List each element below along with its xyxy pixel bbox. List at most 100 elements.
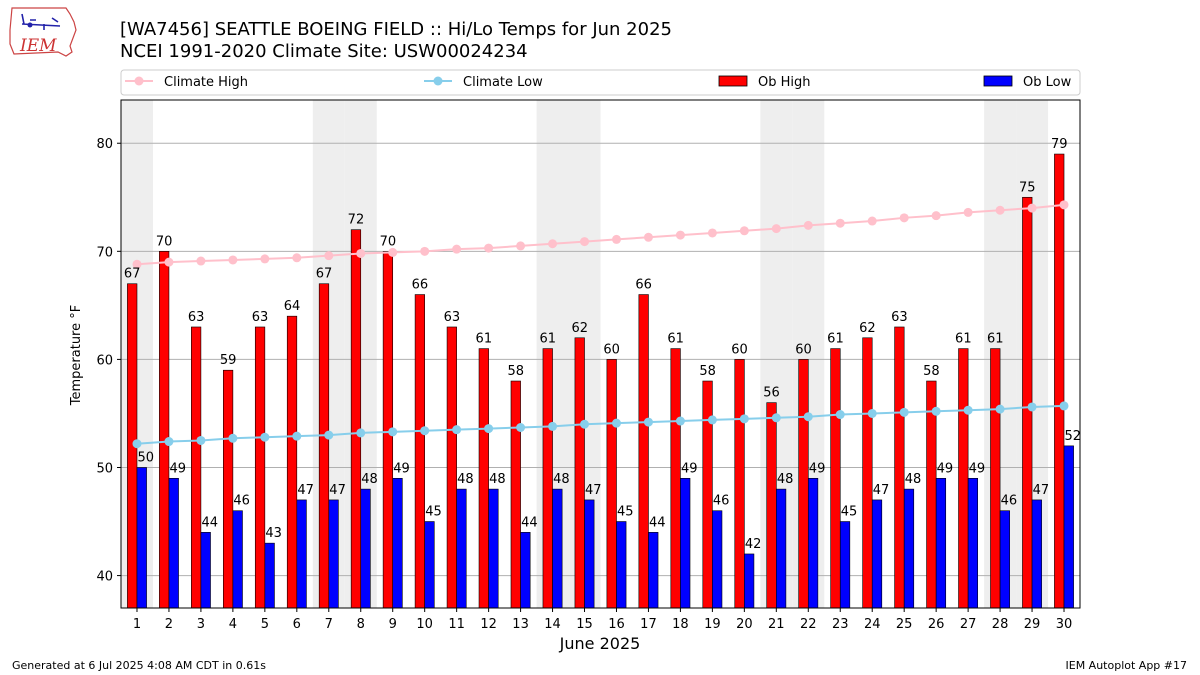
ob-low-value-label-day-14: 48	[553, 472, 570, 487]
chart-title: [WA7456] SEATTLE BOEING FIELD :: Hi/Lo T…	[120, 19, 672, 40]
climate-high-point-day-8	[356, 248, 366, 258]
ob-high-value-label-day-4: 59	[220, 353, 237, 368]
climate-high-point-day-28	[995, 205, 1005, 215]
ob-high-bar-day-15	[574, 337, 585, 609]
climate-low-point-day-2	[164, 437, 174, 447]
ob-low-bar-day-27	[967, 477, 979, 609]
ob-low-bar-day-1	[136, 467, 147, 609]
x-tick-label-19: 19	[704, 617, 721, 632]
ob-high-value-label-day-18: 61	[667, 332, 684, 347]
logo-text: IEM	[19, 36, 57, 56]
x-tick-label-26: 26	[928, 617, 945, 632]
x-tick-label-2: 2	[165, 617, 173, 632]
climate-low-point-day-1	[132, 439, 142, 449]
climate-high-line	[136, 203, 1065, 266]
climate-high-point-day-7	[324, 251, 334, 261]
climate-high-point-day-26	[931, 211, 941, 221]
climate-high-point-day-24	[867, 216, 877, 226]
ob-low-bar-day-2	[168, 477, 179, 609]
legend-climate-low-marker	[433, 76, 443, 86]
x-tick-label-17: 17	[640, 617, 657, 632]
climate-high-point-day-25	[899, 213, 909, 223]
climate-high-point-day-13	[516, 241, 526, 251]
climate-low-point-day-21	[771, 413, 781, 423]
x-tick-label-27: 27	[960, 617, 977, 632]
ob-low-value-label-day-28: 46	[1001, 494, 1018, 509]
ob-low-bar-day-21	[776, 488, 787, 609]
legend-climate-high-marker	[134, 76, 144, 86]
legend-climate-low-label: Climate Low	[463, 75, 543, 90]
ob-high-bar-day-11	[446, 326, 457, 609]
ob-low-bar-day-17	[648, 532, 659, 609]
legend-frame	[120, 69, 1081, 96]
ob-high-value-label-day-28: 61	[987, 332, 1004, 347]
climate-low-point-day-19	[707, 415, 717, 425]
ob-low-value-label-day-10: 45	[425, 505, 442, 520]
x-tick-label-5: 5	[261, 617, 269, 632]
x-tick-label-28: 28	[992, 617, 1009, 632]
ob-low-value-label-day-20: 42	[745, 537, 762, 552]
x-tick-label-29: 29	[1024, 617, 1041, 632]
ob-high-bar-day-23	[830, 348, 841, 609]
climate-low-point-day-4	[228, 433, 238, 443]
ob-high-value-label-day-3: 63	[188, 310, 205, 325]
ob-high-value-label-day-9: 70	[380, 234, 397, 249]
climate-low-point-day-28	[995, 404, 1005, 414]
ob-high-bar-day-18	[670, 348, 681, 609]
ob-high-bar-day-30	[1054, 153, 1065, 609]
ob-high-bar-day-22	[798, 359, 809, 609]
ob-low-value-label-day-1: 50	[138, 450, 155, 465]
legend-ob-low-swatch	[983, 75, 1013, 87]
ob-high-bar-day-8	[350, 229, 362, 609]
legend-ob-high-swatch	[718, 75, 748, 87]
climate-low-point-day-20	[739, 414, 749, 424]
x-tick-label-16: 16	[608, 617, 625, 632]
climate-low-point-day-3	[196, 435, 206, 445]
x-tick-label-21: 21	[768, 617, 785, 632]
ob-low-bar-day-8	[360, 488, 371, 609]
climate-high-point-day-2	[164, 257, 174, 267]
legend-ob-low-label: Ob Low	[1023, 75, 1072, 90]
y-tick-label-50: 50	[96, 461, 113, 476]
ob-low-value-label-day-19: 46	[713, 494, 730, 509]
ob-high-bar-day-14	[542, 348, 553, 609]
ob-low-value-label-day-30: 52	[1065, 429, 1082, 444]
ob-high-value-label-day-30: 79	[1051, 137, 1068, 152]
y-tick-label-70: 70	[96, 245, 113, 260]
climate-high-point-day-30	[1059, 200, 1069, 210]
ob-high-value-label-day-8: 72	[348, 213, 365, 228]
ob-high-bar-day-27	[958, 348, 969, 609]
ob-low-bar-day-26	[935, 477, 947, 609]
ob-low-value-label-day-18: 49	[681, 461, 698, 476]
climate-low-point-day-6	[292, 431, 302, 441]
climate-high-point-day-5	[260, 254, 270, 264]
ob-low-value-label-day-12: 48	[489, 472, 506, 487]
ob-high-bar-day-29	[1022, 196, 1033, 609]
ob-high-bar-day-24	[862, 337, 873, 609]
x-tick-label-30: 30	[1056, 617, 1073, 632]
climate-low-point-day-26	[931, 406, 941, 416]
x-tick-label-23: 23	[832, 617, 849, 632]
climate-low-point-day-29	[1027, 402, 1037, 412]
ob-low-value-label-day-9: 49	[393, 461, 410, 476]
ob-low-bar-day-3	[200, 532, 211, 609]
x-tick-label-9: 9	[389, 617, 397, 632]
climate-high-point-day-17	[643, 232, 653, 242]
ob-low-bar-day-28	[999, 510, 1010, 609]
ob-high-bar-day-19	[702, 380, 713, 609]
ob-low-bar-day-11	[456, 488, 467, 609]
climate-high-point-day-1	[132, 259, 142, 269]
climate-low-point-day-8	[356, 428, 366, 438]
ob-low-bar-day-23	[839, 521, 851, 609]
ob-low-bar-day-25	[903, 488, 915, 609]
ob-high-value-label-day-20: 60	[731, 342, 748, 357]
x-tick-label-1: 1	[133, 617, 141, 632]
ob-low-value-label-day-3: 44	[201, 515, 218, 530]
ob-high-bar-day-10	[414, 294, 425, 609]
ob-low-value-label-day-11: 48	[457, 472, 474, 487]
legend-climate-high-label: Climate High	[164, 75, 248, 90]
iem-logo: IEM	[9, 7, 77, 57]
ob-low-value-label-day-7: 47	[329, 483, 346, 498]
x-tick-label-18: 18	[672, 617, 689, 632]
ob-low-bar-day-22	[807, 477, 819, 609]
